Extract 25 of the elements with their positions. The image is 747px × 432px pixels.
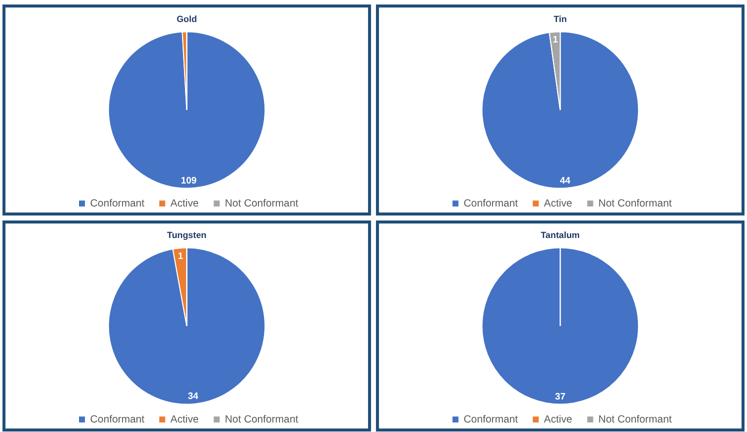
data-label: 37: [555, 390, 566, 402]
legend-label: Not Conformant: [224, 198, 298, 210]
chart-title: Tantalum: [540, 230, 580, 240]
legend-label: Not Conformant: [598, 414, 672, 426]
legend-label: Active: [170, 198, 199, 210]
chart-title: Tin: [554, 14, 567, 24]
pie-slice: [482, 31, 639, 189]
data-label: 109: [180, 174, 197, 186]
legend-label: Conformant: [464, 414, 518, 426]
chart-title: Gold: [176, 14, 197, 24]
legend-label: Not Conformant: [598, 198, 672, 210]
legend-label: Active: [170, 414, 199, 426]
chart-title: Tungsten: [167, 230, 206, 240]
pie-slice: [108, 247, 266, 405]
legend-label: Conformant: [90, 198, 145, 210]
legend-label: Conformant: [90, 414, 145, 426]
legend-label: Active: [544, 414, 572, 426]
legend-label: Conformant: [464, 198, 518, 210]
data-label: 44: [560, 174, 572, 186]
data-label: 34: [188, 390, 200, 402]
data-label: 1: [552, 34, 558, 45]
legend-label: Active: [544, 198, 572, 210]
data-label: 1: [178, 250, 184, 261]
pie-slice: [108, 31, 266, 189]
legend-label: Not Conformant: [224, 414, 298, 426]
